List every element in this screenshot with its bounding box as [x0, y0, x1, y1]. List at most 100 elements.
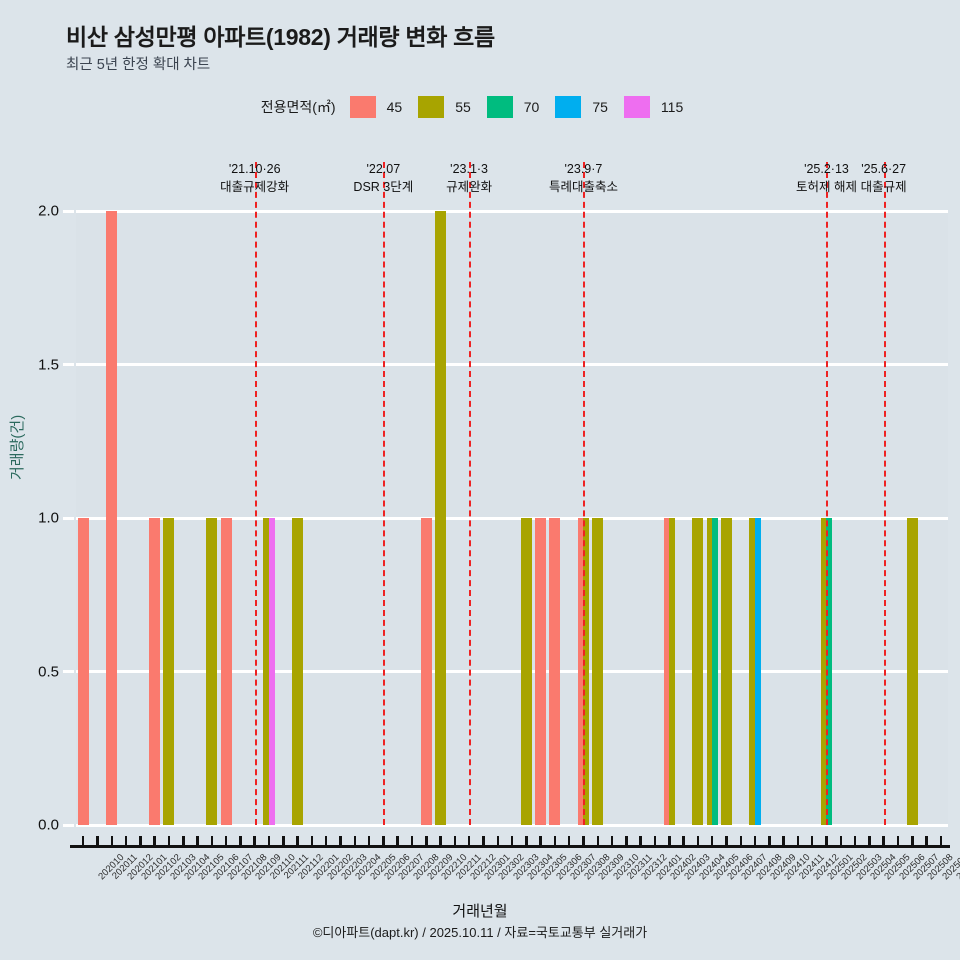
x-axis-tick-mark [625, 836, 628, 848]
x-axis-title: 거래년월 [452, 903, 508, 920]
x-axis-tick-mark [682, 836, 685, 848]
legend-item-label: 70 [523, 99, 540, 115]
bar[interactable] [549, 518, 561, 825]
x-axis-tick-mark [839, 836, 843, 848]
annotation-date: '22.07 [366, 162, 401, 176]
bar[interactable] [535, 518, 547, 825]
legend-item-55[interactable]: 55 [418, 96, 471, 118]
annotation-date: '25.6·27 [861, 162, 907, 176]
x-axis-tick-mark [653, 836, 657, 848]
annotation-label: '22.07 DSR 3단계 [353, 161, 413, 197]
y-axis-tick-label: 1.5 [38, 356, 59, 373]
x-axis-tick-mark [725, 836, 728, 848]
x-axis-tick-mark [382, 836, 385, 848]
annotation-date: '23.9·7 [564, 162, 603, 176]
bar[interactable] [592, 518, 604, 825]
x-axis-tick-mark [596, 836, 600, 848]
bar[interactable] [820, 518, 827, 825]
legend-title: 전용면적(㎡) [260, 99, 336, 115]
annotation-text: 규제완화 [446, 180, 493, 194]
x-axis-tick-mark [582, 836, 585, 848]
annotation-line [254, 162, 257, 825]
bar[interactable] [692, 518, 704, 825]
y-axis-tick-mark [63, 363, 74, 366]
x-axis-tick-mark [282, 836, 285, 848]
x-axis-tick-mark [467, 836, 471, 848]
y-axis-tick-mark [63, 516, 74, 520]
bar[interactable] [291, 518, 304, 825]
legend-swatch-icon [486, 96, 513, 118]
bar[interactable] [220, 518, 232, 825]
bar[interactable] [77, 518, 89, 825]
x-axis-tick-mark [396, 836, 399, 848]
bar[interactable] [706, 518, 713, 825]
x-axis-tick-mark [324, 836, 328, 848]
annotation-text: 토허제 해제 [795, 180, 857, 194]
bar[interactable] [106, 211, 118, 825]
bar[interactable] [434, 211, 447, 825]
bar[interactable] [268, 518, 275, 825]
x-axis-tick-mark [925, 836, 928, 848]
annotation-text: 특례대출축소 [548, 180, 618, 194]
x-axis-line [70, 845, 950, 848]
x-axis-tick-mark [81, 836, 85, 848]
legend-item-label: 75 [592, 99, 608, 115]
annotation-line [583, 162, 586, 825]
annotation-text: 대출규제 [860, 180, 907, 194]
plot-area [76, 162, 948, 827]
bar[interactable] [420, 518, 432, 825]
annotation-label: '25.2·13 토허제 해제 [796, 161, 857, 197]
annotation-label: '21.10·26 대출규제강화 [220, 161, 289, 197]
y-axis-title: 거래량(건) [9, 414, 26, 480]
x-axis-tick-mark [310, 836, 314, 848]
annotation-line [826, 162, 829, 825]
gridline [76, 516, 948, 520]
bar[interactable] [720, 518, 732, 825]
bar[interactable] [206, 518, 218, 825]
annotation-label: '23.1·3 규제완화 [446, 161, 492, 197]
annotation-label: '23.9·7 특례대출축소 [549, 161, 618, 197]
page-subtitle: 최근 5년 한정 확대 차트 [66, 57, 211, 73]
x-axis-tick-mark [196, 836, 199, 848]
x-axis-tick-mark [553, 836, 557, 848]
bar[interactable] [577, 518, 584, 825]
bar[interactable] [755, 518, 761, 825]
x-axis-tick-mark [496, 836, 499, 848]
x-axis-tick-mark [782, 836, 785, 848]
bar[interactable] [520, 518, 532, 825]
x-axis-tick-mark [896, 836, 900, 848]
legend-item-45[interactable]: 45 [349, 96, 403, 118]
y-axis-tick-label: 2.0 [38, 202, 59, 220]
bar[interactable] [712, 518, 718, 825]
bar[interactable] [906, 518, 918, 825]
page-title: 비산 삼성만평 아파트(1982) 거래량 변화 흐름 [66, 24, 495, 50]
x-axis-tick-mark [868, 836, 871, 848]
x-axis-tick-mark [253, 836, 256, 848]
legend-item-70[interactable]: 70 [486, 96, 540, 118]
x-axis-tick-mark [610, 836, 614, 848]
annotation-line [469, 162, 472, 825]
x-axis-tick-mark [139, 836, 142, 848]
legend-item-75[interactable]: 75 [555, 96, 608, 118]
bar[interactable] [263, 518, 269, 825]
y-axis-tick-mark [63, 209, 74, 213]
legend-swatch-icon [418, 96, 445, 118]
y-axis-tick-label: 0.5 [38, 663, 59, 680]
bar[interactable] [163, 518, 175, 825]
bar[interactable] [583, 518, 590, 825]
legend-item-115[interactable]: 115 [623, 96, 683, 118]
legend-swatch-icon [555, 96, 582, 118]
bar[interactable] [669, 518, 675, 825]
bar[interactable] [749, 518, 755, 825]
annotation-line [383, 162, 386, 825]
x-axis-tick-mark [911, 836, 914, 848]
x-axis-tick-mark [482, 836, 485, 848]
x-axis-tick-mark [710, 836, 714, 848]
x-axis-tick-mark [224, 836, 228, 848]
x-axis-tick-mark [410, 836, 414, 848]
legend-item-label: 55 [455, 99, 471, 115]
bar[interactable] [663, 518, 670, 825]
bar[interactable] [149, 518, 161, 825]
legend-item-label: 45 [386, 99, 403, 115]
bar[interactable] [826, 518, 833, 825]
